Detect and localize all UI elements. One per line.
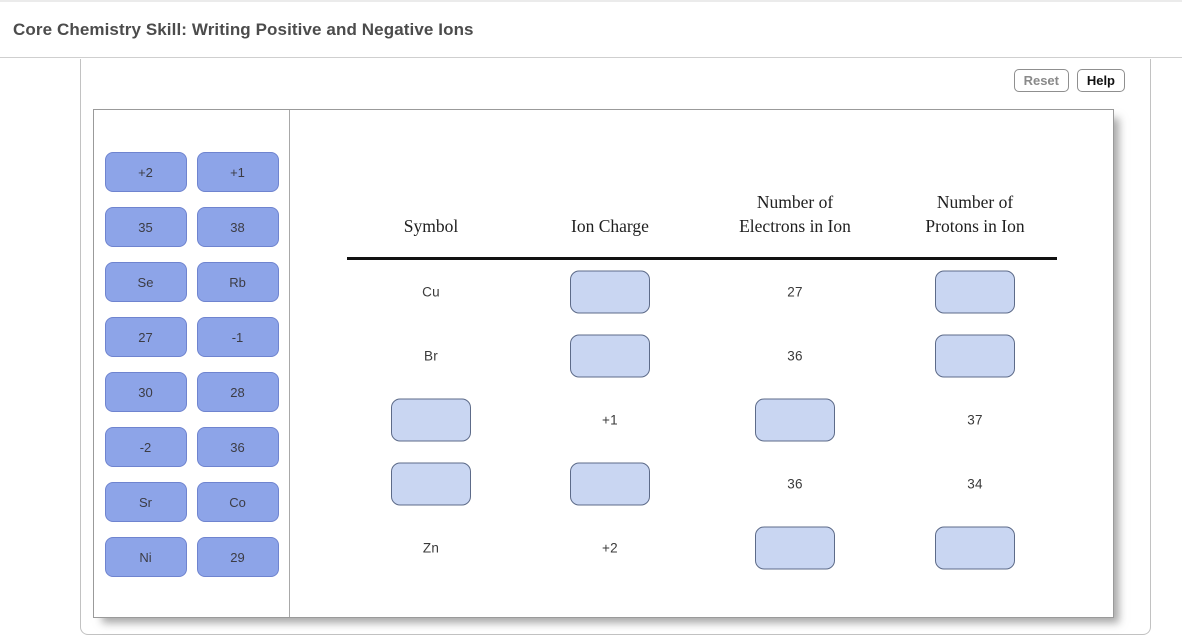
- tile[interactable]: 36: [196, 427, 279, 467]
- column-header-protons: Number of Protons in Ion: [925, 192, 1025, 236]
- tile[interactable]: Ni: [104, 537, 187, 577]
- titlebar: Core Chemistry Skill: Writing Positive a…: [0, 0, 1182, 58]
- dropzone[interactable]: [755, 526, 835, 570]
- cell-symbol: Cu: [422, 284, 440, 300]
- tile[interactable]: +2: [104, 152, 187, 192]
- tile[interactable]: 28: [196, 372, 279, 412]
- dropzone[interactable]: [391, 398, 471, 442]
- cell-symbol: Br: [423, 348, 439, 364]
- cell-protons: 37: [967, 412, 983, 428]
- tile[interactable]: +1: [196, 152, 279, 192]
- dropzone[interactable]: [755, 398, 835, 442]
- tile[interactable]: Se: [104, 262, 187, 302]
- cell-electrons: 36: [787, 476, 803, 492]
- column-header-symbol: Symbol: [403, 216, 459, 236]
- dropzone[interactable]: [570, 270, 650, 314]
- reset-button[interactable]: Reset: [1013, 69, 1069, 92]
- tile[interactable]: Rb: [196, 262, 279, 302]
- tile[interactable]: 27: [104, 317, 187, 357]
- column-header-ion-charge: Ion Charge: [571, 216, 649, 236]
- dropzone[interactable]: [935, 334, 1015, 378]
- tile[interactable]: 29: [196, 537, 279, 577]
- dropzone[interactable]: [935, 270, 1015, 314]
- cell-ion-charge: +1: [602, 412, 618, 428]
- ion-table: Symbol Ion Charge Number of Electrons in…: [291, 110, 1114, 617]
- page-title: Core Chemistry Skill: Writing Positive a…: [13, 19, 474, 39]
- tile[interactable]: 30: [104, 372, 187, 412]
- table-row: Cu 27: [291, 260, 1114, 324]
- tile-bank: +2 +1 35 38 Se Rb 27 -1 30 28 -2 36 Sr C…: [94, 110, 290, 617]
- dropzone[interactable]: [935, 526, 1015, 570]
- dropzone[interactable]: [570, 334, 650, 378]
- header-rule: [347, 257, 1057, 260]
- cell-electrons: 36: [787, 348, 803, 364]
- tile[interactable]: Sr: [104, 482, 187, 522]
- table-row: Br 36: [291, 324, 1114, 388]
- activity-box: +2 +1 35 38 Se Rb 27 -1 30 28 -2 36 Sr C…: [93, 109, 1114, 618]
- column-header-electrons: Number of Electrons in Ion: [739, 192, 851, 236]
- cell-ion-charge: +2: [602, 540, 618, 556]
- dropzone[interactable]: [391, 462, 471, 506]
- content-panel: Reset Help +2 +1 35 38 Se Rb 27 -1 30 28…: [80, 59, 1151, 635]
- table-row: 36 34: [291, 452, 1114, 516]
- table-row: +1 37: [291, 388, 1114, 452]
- tile[interactable]: 38: [196, 207, 279, 247]
- cell-protons: 34: [967, 476, 983, 492]
- tile[interactable]: 35: [104, 207, 187, 247]
- dropzone[interactable]: [570, 462, 650, 506]
- help-button[interactable]: Help: [1076, 69, 1125, 92]
- cell-electrons: 27: [787, 284, 803, 300]
- tile[interactable]: Co: [196, 482, 279, 522]
- tile[interactable]: -1: [196, 317, 279, 357]
- cell-symbol: Zn: [422, 540, 440, 556]
- tile[interactable]: -2: [104, 427, 187, 467]
- table-row: Zn +2: [291, 516, 1114, 580]
